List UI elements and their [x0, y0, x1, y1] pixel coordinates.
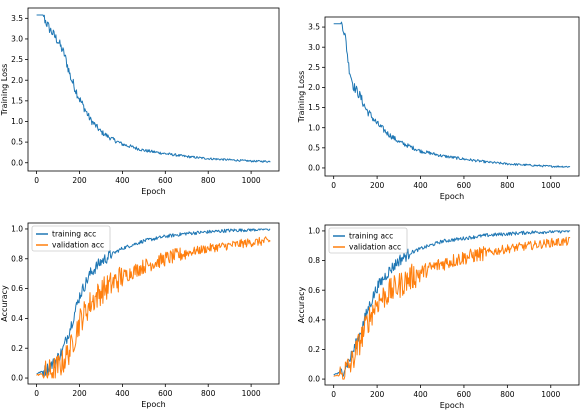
legend-label: training acc	[52, 230, 96, 239]
y-tick-label: 2.5	[11, 55, 23, 64]
x-tick-label: 0	[331, 390, 336, 399]
series-line-validation-acc	[333, 236, 571, 380]
legend-label: training acc	[349, 232, 393, 241]
series-line-validation-acc	[36, 236, 271, 379]
y-tick-label: 2.5	[308, 63, 320, 72]
y-tick-label: 2.0	[308, 83, 320, 92]
series-group	[333, 230, 571, 380]
x-tick-label: 1000	[541, 390, 560, 399]
series-line-loss	[36, 14, 271, 163]
x-tick-label: 800	[500, 390, 515, 399]
y-tick-label: 3.0	[11, 35, 23, 44]
y-tick-label: 1.0	[308, 123, 320, 132]
y-axis-label: Training Loss	[0, 64, 9, 117]
x-tick-label: 400	[115, 389, 130, 398]
x-axis-label: Epoch	[440, 401, 465, 410]
y-tick-label: 3.0	[308, 43, 320, 52]
series-line-training-acc	[36, 228, 271, 377]
y-tick-label: 0.0	[11, 158, 23, 167]
y-tick-label: 0.6	[11, 284, 23, 293]
y-tick-label: 2.0	[11, 76, 23, 85]
x-tick-label: 0	[331, 181, 336, 190]
y-tick-label: 0.2	[11, 344, 23, 353]
x-tick-label: 200	[72, 176, 87, 185]
x-tick-label: 200	[370, 390, 385, 399]
legend-box	[31, 225, 111, 252]
y-tick-label: 0.4	[308, 315, 320, 324]
y-tick-label: 0.4	[11, 314, 23, 323]
y-axis-label: Accuracy	[297, 286, 306, 323]
plot-frame	[324, 224, 580, 386]
plot-frame	[27, 7, 280, 172]
x-axis-label: Epoch	[440, 192, 465, 201]
y-tick-label: 0.5	[308, 143, 320, 152]
y-axis-label: Accuracy	[0, 285, 9, 322]
chart-panel-4: 0 200 400 600 800 1000 0.0 0.2 0.4 0.6 0.8 1.0 Epoch…	[297, 224, 580, 410]
y-tick-label: 1.5	[308, 103, 320, 112]
x-tick-label: 0	[34, 176, 39, 185]
x-tick-label: 400	[115, 176, 130, 185]
y-tick-label: 3.5	[308, 23, 320, 32]
y-tick-label: 1.0	[11, 225, 23, 234]
series-group	[36, 228, 271, 379]
x-tick-label: 800	[500, 181, 515, 190]
y-tick-label: 0.8	[11, 254, 23, 263]
y-tick-label: 0.0	[308, 164, 320, 173]
y-axis-label: Training Loss	[297, 71, 306, 124]
x-tick-label: 600	[457, 390, 472, 399]
x-tick-label: 200	[72, 389, 87, 398]
y-tick-label: 1.0	[11, 117, 23, 126]
legend-label: validation acc	[52, 241, 104, 250]
x-tick-label: 800	[201, 176, 216, 185]
x-tick-label: 400	[413, 181, 428, 190]
plot-frame	[27, 222, 280, 385]
y-tick-label: 3.5	[11, 14, 23, 23]
x-axis-label: Epoch	[141, 187, 166, 196]
x-tick-label: 0	[34, 389, 39, 398]
y-tick-label: 0.0	[11, 374, 23, 383]
series-line-training-acc	[333, 230, 571, 378]
x-tick-label: 1000	[242, 389, 261, 398]
x-tick-label: 400	[413, 390, 428, 399]
y-tick-label: 0.5	[11, 138, 23, 147]
x-tick-label: 1000	[242, 176, 261, 185]
y-tick-label: 0.8	[308, 256, 320, 265]
y-tick-label: 0.2	[308, 345, 320, 354]
legend: training acc validation acc	[31, 225, 111, 252]
series-line-loss	[333, 21, 571, 168]
x-tick-label: 200	[370, 181, 385, 190]
x-tick-label: 600	[158, 176, 173, 185]
series-group	[333, 21, 571, 168]
y-tick-label: 0.0	[308, 375, 320, 384]
x-axis-label: Epoch	[141, 400, 166, 409]
chart-panel-3: 0 200 400 600 800 1000 0.0 0.2 0.4 0.6 0.8 1.0 Epoch…	[0, 222, 280, 409]
x-tick-label: 600	[158, 389, 173, 398]
series-group	[36, 14, 271, 163]
legend-label: validation acc	[349, 243, 401, 252]
legend-box	[328, 227, 408, 254]
x-tick-label: 800	[201, 389, 216, 398]
y-tick-label: 1.0	[308, 227, 320, 236]
chart-panel-2: 0 200 400 600 800 1000 0.0 0.5 1.0 1.5 2.0 2.5 3.0 3.…	[297, 16, 580, 201]
y-tick-label: 0.6	[308, 286, 320, 295]
x-tick-label: 600	[457, 181, 472, 190]
y-tick-label: 1.5	[11, 96, 23, 105]
chart-panel-1: 0 200 400 600 800 1000 0.0 0.5 1.0 1.5 2.0 2.5 3.0 3.…	[0, 7, 280, 196]
x-tick-label: 1000	[541, 181, 560, 190]
legend: training acc validation acc	[328, 227, 408, 254]
plot-frame	[324, 16, 580, 177]
